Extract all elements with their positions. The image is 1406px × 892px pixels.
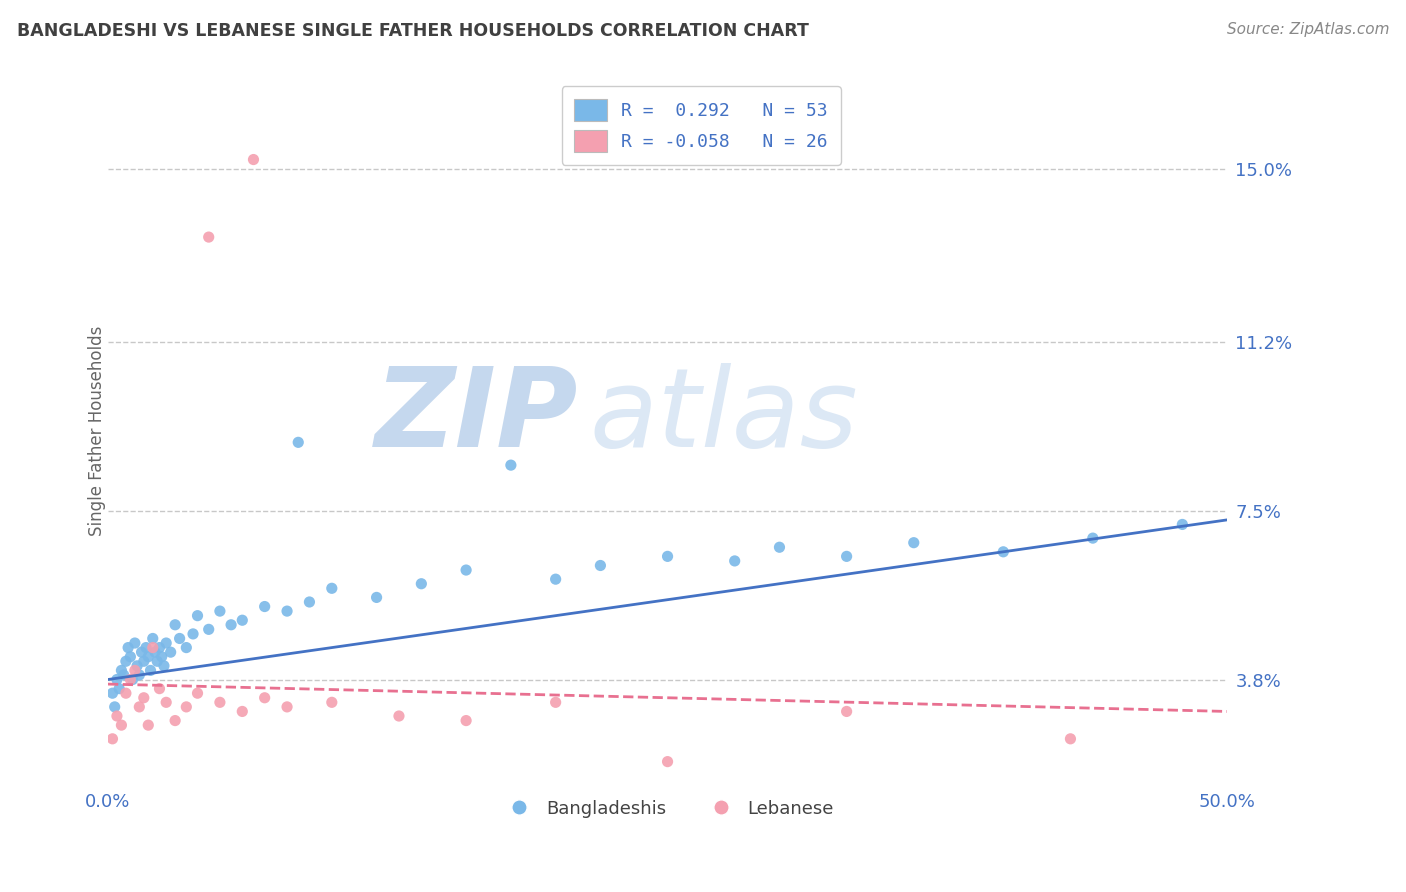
Point (120, 649, 142, 664)
Point (124, 664, 146, 678)
Point (139, 664, 162, 678)
Point (136, 718, 159, 732)
Point (1171, 517, 1194, 532)
Point (181, 627, 204, 641)
Point (287, 435, 309, 450)
Point (657, 549, 679, 564)
Point (110, 718, 132, 732)
Point (136, 649, 159, 664)
Point (366, 591, 388, 605)
Point (219, 617, 242, 632)
Point (186, 686, 208, 700)
Point (253, 690, 276, 705)
Point (150, 649, 173, 664)
Point (128, 699, 150, 714)
Point (208, 695, 231, 709)
Point (993, 545, 1015, 559)
Point (124, 636, 146, 650)
Point (155, 636, 177, 650)
Legend: Bangladeshis, Lebanese: Bangladeshis, Lebanese (494, 792, 841, 825)
Point (115, 654, 138, 668)
Point (121, 673, 143, 687)
Point (101, 731, 124, 746)
Point (105, 709, 128, 723)
Point (104, 699, 127, 714)
Point (148, 640, 170, 655)
Point (657, 755, 679, 769)
Point (197, 623, 219, 637)
Point (276, 604, 298, 618)
Point (115, 686, 138, 700)
Point (101, 686, 124, 700)
Point (153, 658, 176, 673)
Point (276, 699, 298, 714)
Point (148, 681, 170, 696)
Point (165, 617, 187, 632)
Point (456, 714, 478, 728)
Text: BANGLADESHI VS LEBANESE SINGLE FATHER HOUSEHOLDS CORRELATION CHART: BANGLADESHI VS LEBANESE SINGLE FATHER HO… (17, 22, 808, 40)
Point (544, 695, 567, 709)
Point (110, 664, 132, 678)
Point (724, 554, 747, 568)
Point (197, 230, 219, 244)
Point (253, 599, 276, 614)
Point (1059, 731, 1081, 746)
Point (125, 658, 148, 673)
Point (298, 595, 321, 609)
Point (117, 640, 139, 655)
Point (159, 645, 181, 659)
Point (208, 604, 231, 618)
Point (131, 645, 153, 659)
Point (835, 549, 858, 564)
Point (120, 673, 142, 687)
Point (388, 709, 411, 723)
Point (411, 576, 433, 591)
Point (146, 654, 169, 668)
Point (499, 458, 522, 472)
Point (176, 699, 198, 714)
Point (1081, 531, 1104, 545)
Point (589, 558, 612, 573)
Point (768, 541, 790, 555)
Point (186, 608, 208, 623)
Point (321, 582, 343, 596)
Point (128, 668, 150, 682)
Point (456, 563, 478, 577)
Point (108, 681, 131, 696)
Point (112, 668, 135, 682)
Point (321, 695, 343, 709)
Point (155, 695, 177, 709)
Text: ZIP: ZIP (374, 363, 578, 470)
Text: atlas: atlas (589, 363, 858, 470)
Point (242, 153, 264, 167)
Point (903, 535, 925, 549)
Point (165, 714, 187, 728)
Point (142, 632, 165, 646)
Point (132, 654, 155, 668)
Point (143, 645, 166, 659)
Point (835, 705, 858, 719)
Point (132, 690, 155, 705)
Point (135, 640, 157, 655)
Text: Source: ZipAtlas.com: Source: ZipAtlas.com (1226, 22, 1389, 37)
Point (176, 640, 198, 655)
Point (169, 632, 191, 646)
Point (105, 673, 128, 687)
Point (231, 705, 253, 719)
Point (142, 640, 165, 655)
Point (544, 572, 567, 586)
Y-axis label: Single Father Households: Single Father Households (89, 326, 105, 536)
Point (231, 613, 253, 627)
